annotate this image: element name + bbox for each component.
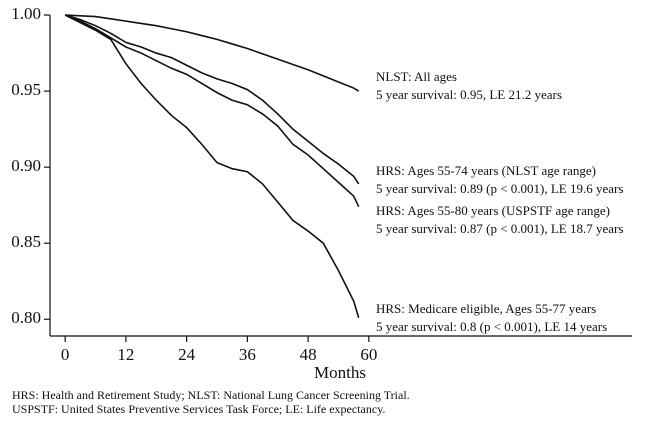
- y-tick-label: 0.90: [11, 156, 41, 175]
- annotation: HRS: Medicare eligible, Ages 55-77 years: [376, 301, 596, 316]
- x-axis-label: Months: [314, 363, 366, 382]
- survival-line: [64, 14, 360, 208]
- annotation: 5 year survival: 0.8 (p < 0.001), LE 14 …: [376, 319, 607, 334]
- annotation: HRS: Ages 55-74 years (NLST age range): [376, 163, 596, 178]
- x-tick-label: 0: [61, 345, 70, 364]
- annotation: NLST: All ages: [376, 69, 457, 84]
- annotation: 5 year survival: 0.89 (p < 0.001), LE 19…: [376, 181, 623, 196]
- survival-line: [64, 14, 360, 185]
- annotation: HRS: Ages 55-80 years (USPSTF age range): [376, 203, 610, 218]
- y-tick-label: 1.00: [11, 4, 41, 23]
- survival-line: [64, 14, 360, 318]
- x-tick-label: 12: [117, 345, 134, 364]
- survival-line: [65, 14, 360, 92]
- footnote: USPSTF: United States Preventive Service…: [12, 402, 385, 416]
- x-tick-label: 48: [300, 345, 317, 364]
- x-tick-label: 36: [239, 345, 256, 364]
- annotation: 5 year survival: 0.95, LE 21.2 years: [376, 87, 562, 102]
- footnote: HRS: Health and Retirement Study; NLST: …: [12, 388, 410, 402]
- annotation: 5 year survival: 0.87 (p < 0.001), LE 18…: [376, 221, 623, 236]
- y-tick-label: 0.85: [11, 232, 41, 251]
- y-tick-label: 0.95: [11, 80, 41, 99]
- x-tick-label: 24: [178, 345, 196, 364]
- x-tick-label: 60: [360, 345, 377, 364]
- y-tick-label: 0.80: [11, 308, 41, 327]
